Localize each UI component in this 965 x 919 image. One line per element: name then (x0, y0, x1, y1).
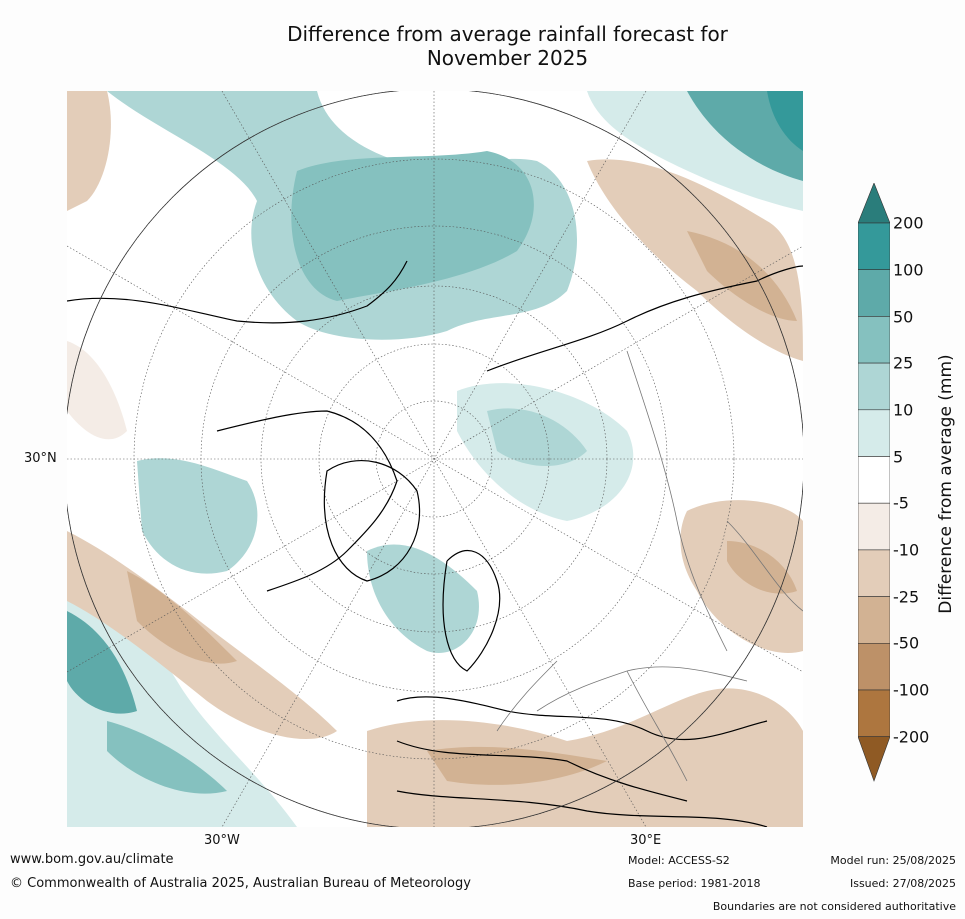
coast-canada-arctic (216, 410, 398, 592)
colorbar-segment-m50-m100 (858, 642, 890, 691)
coast-greenland (323, 460, 421, 582)
colorbar-segment-m10-m25 (858, 549, 890, 597)
copyright-text: © Commonwealth of Australia 2025, Austra… (10, 876, 471, 891)
country-boundaries (496, 350, 803, 782)
dry-area-pacific-south-core (127, 571, 237, 664)
wet-area-scandinavia (367, 544, 479, 653)
wet-area-atlantic-south (107, 721, 227, 794)
dry-area-mediterranean-core (427, 746, 607, 785)
title-line-1: Difference from average rainfall forecas… (287, 22, 728, 46)
lon-label-30w: 30°W (204, 833, 240, 848)
coast-alaska (67, 260, 408, 324)
lon-label-30e: 30°E (630, 833, 662, 848)
model-text: Model: ACCESS-S2 (628, 854, 730, 867)
dry-area-light-west (67, 341, 127, 440)
colorbar-bottom-arrow (858, 736, 890, 782)
map-svg (67, 91, 803, 827)
website-link[interactable]: www.bom.gov.au/climate (10, 852, 174, 867)
coast-mediterranean (396, 740, 688, 802)
colorbar-segment-100-200 (858, 222, 890, 271)
colorbar-tick: -200 (893, 727, 930, 747)
colorbar-tick: 200 (893, 213, 924, 233)
base-period-text: Base period: 1981-2018 (628, 877, 761, 890)
colorbar-tick: -5 (893, 493, 909, 513)
map-title: Difference from average rainfall forecas… (0, 22, 965, 70)
colorbar-tick: 25 (893, 353, 914, 373)
colorbar-segment-m5-m10 (858, 502, 890, 551)
colorbar-tick: 10 (893, 400, 914, 420)
colorbar-top-arrow (858, 183, 890, 224)
colorbar-title: Difference from average (mm) (936, 354, 956, 614)
coast-siberia (486, 265, 803, 372)
lat-label-30n: 30°N (24, 451, 57, 466)
coast-europe (396, 696, 768, 741)
disclaimer-text: Boundaries are not considered authoritat… (712, 900, 956, 913)
colorbar-tick: -50 (893, 633, 920, 653)
colorbar-segment-5-10 (858, 409, 890, 457)
colorbar-segment-m100-m200 (858, 689, 890, 738)
dry-area-eastern-siberia (587, 159, 803, 361)
colorbar-segment-m25-m50 (858, 596, 890, 644)
title-line-2: November 2025 (426, 46, 589, 70)
dry-anomaly-areas (67, 91, 803, 827)
coastlines (67, 260, 803, 827)
coast-scandinavia (442, 550, 501, 672)
coast-africa (396, 790, 768, 827)
wet-area-pacific-core (291, 151, 534, 301)
colorbar-tick: 100 (893, 260, 924, 280)
colorbar-segment-25-50 (858, 316, 890, 364)
graticule (67, 91, 803, 827)
colorbar-tick: 5 (893, 447, 904, 467)
colorbar-segment-50-100 (858, 269, 890, 317)
wet-area-northeast-peak (767, 91, 803, 151)
colorbar-segment-10-25 (858, 362, 890, 411)
colorbar-segment-neutral (858, 456, 890, 504)
issued-text: Issued: 27/08/2025 (849, 877, 956, 890)
wet-anomaly-areas (67, 91, 803, 827)
dry-area-northwest (67, 91, 111, 211)
dry-area-central-asia-core (727, 541, 797, 594)
model-run-text: Model run: 25/08/2025 (830, 854, 956, 867)
colorbar-tick: 50 (893, 307, 914, 327)
wet-area-atlantic-core (67, 611, 137, 714)
dry-area-eastern-siberia-core (687, 231, 797, 321)
colorbar-tick: -100 (893, 680, 930, 700)
wet-area-barents-core (487, 408, 587, 466)
colorbar-tick: -10 (893, 540, 920, 560)
colorbar (858, 183, 890, 782)
wet-area-canada (137, 458, 258, 574)
colorbar-tick: -25 (893, 587, 920, 607)
rainfall-anomaly-map (67, 91, 803, 827)
